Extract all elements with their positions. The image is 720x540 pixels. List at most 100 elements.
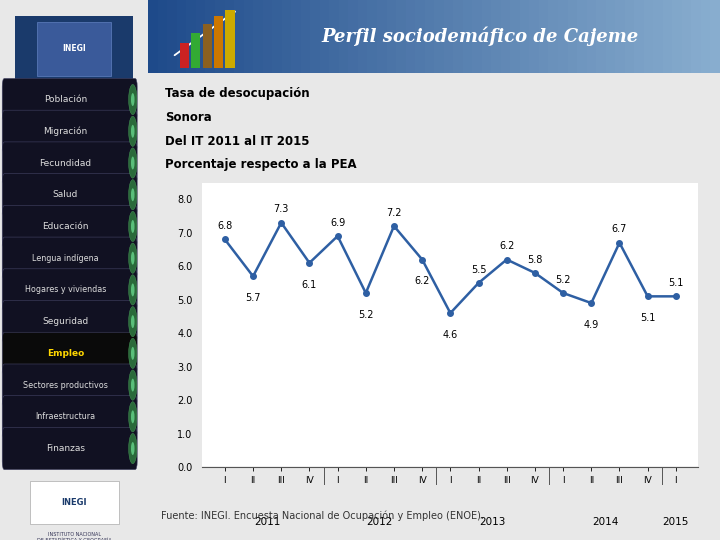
- Text: Tasa de desocupación: Tasa de desocupación: [165, 87, 310, 100]
- Circle shape: [129, 180, 137, 210]
- Circle shape: [131, 157, 135, 170]
- Bar: [37, 22, 111, 76]
- Bar: [463, 0, 472, 73]
- Text: 5.5: 5.5: [471, 265, 486, 275]
- Circle shape: [129, 307, 137, 337]
- Bar: [367, 0, 377, 73]
- Bar: [30, 481, 119, 524]
- FancyBboxPatch shape: [2, 332, 138, 374]
- Text: 7.2: 7.2: [386, 208, 402, 218]
- Bar: [186, 0, 196, 73]
- Circle shape: [131, 315, 135, 328]
- Text: Del IT 2011 al IT 2015: Del IT 2011 al IT 2015: [165, 134, 310, 147]
- Text: INEGI: INEGI: [63, 44, 86, 53]
- Circle shape: [129, 434, 137, 464]
- Bar: [444, 0, 453, 73]
- Text: Seguridad: Seguridad: [42, 317, 89, 326]
- Text: INEGI: INEGI: [61, 498, 87, 507]
- Bar: [387, 0, 396, 73]
- Bar: [577, 0, 587, 73]
- Bar: [377, 0, 387, 73]
- Circle shape: [129, 116, 137, 146]
- Text: 6.8: 6.8: [217, 221, 233, 231]
- Bar: [215, 0, 225, 73]
- Text: Lengua indígena: Lengua indígena: [32, 254, 99, 262]
- Circle shape: [131, 410, 135, 423]
- Bar: [320, 0, 329, 73]
- Bar: [482, 0, 491, 73]
- Circle shape: [131, 284, 135, 296]
- Bar: [225, 0, 234, 73]
- Text: 6.9: 6.9: [330, 218, 345, 228]
- Bar: [501, 0, 510, 73]
- Text: Finanzas: Finanzas: [46, 444, 85, 453]
- Circle shape: [131, 125, 135, 138]
- Text: INSTITUTO NACIONAL
DE ESTADÍSTICA Y GEOGRAFÍA: INSTITUTO NACIONAL DE ESTADÍSTICA Y GEOG…: [37, 532, 112, 540]
- Bar: [177, 0, 186, 73]
- Bar: [587, 0, 596, 73]
- Text: 6.2: 6.2: [499, 241, 514, 251]
- Circle shape: [131, 188, 135, 201]
- FancyBboxPatch shape: [2, 142, 138, 184]
- Text: Sectores productivos: Sectores productivos: [23, 381, 108, 389]
- Bar: [202, 24, 212, 68]
- FancyBboxPatch shape: [2, 269, 138, 311]
- Bar: [653, 0, 663, 73]
- Bar: [148, 0, 158, 73]
- Bar: [205, 0, 215, 73]
- Text: 5.1: 5.1: [640, 313, 655, 323]
- Bar: [167, 0, 177, 73]
- Bar: [644, 0, 653, 73]
- Text: 4.9: 4.9: [584, 320, 599, 330]
- Circle shape: [131, 347, 135, 360]
- Text: 7.3: 7.3: [274, 204, 289, 214]
- Circle shape: [129, 84, 137, 114]
- Text: Población: Población: [44, 95, 87, 104]
- Bar: [510, 0, 520, 73]
- Bar: [225, 10, 235, 68]
- Text: Perfil sociodemáfico de Cajeme: Perfil sociodemáfico de Cajeme: [321, 26, 639, 46]
- Text: 2011: 2011: [254, 517, 280, 528]
- Text: Fuente: INEGI. Encuesta Nacional de Ocupación y Empleo (ENOE).: Fuente: INEGI. Encuesta Nacional de Ocup…: [161, 510, 484, 521]
- Circle shape: [131, 93, 135, 106]
- Bar: [634, 0, 644, 73]
- Bar: [434, 0, 444, 73]
- Bar: [711, 0, 720, 73]
- Text: 5.2: 5.2: [555, 275, 571, 285]
- Bar: [234, 0, 243, 73]
- Text: Fecundidad: Fecundidad: [39, 159, 91, 167]
- FancyBboxPatch shape: [2, 396, 138, 438]
- Circle shape: [129, 402, 137, 432]
- Text: Salud: Salud: [53, 190, 78, 199]
- FancyBboxPatch shape: [2, 237, 138, 279]
- Bar: [615, 0, 625, 73]
- Bar: [301, 0, 310, 73]
- Text: 6.2: 6.2: [415, 276, 430, 286]
- Text: Sonora: Sonora: [165, 111, 212, 124]
- Text: 6.1: 6.1: [302, 280, 317, 289]
- Bar: [663, 0, 672, 73]
- FancyBboxPatch shape: [2, 205, 138, 247]
- Bar: [272, 0, 282, 73]
- FancyBboxPatch shape: [2, 110, 138, 152]
- Bar: [558, 0, 567, 73]
- Text: 2015: 2015: [662, 517, 689, 528]
- Bar: [425, 0, 434, 73]
- Bar: [192, 32, 200, 68]
- Bar: [180, 43, 189, 68]
- Circle shape: [129, 243, 137, 273]
- FancyBboxPatch shape: [2, 174, 138, 216]
- Circle shape: [129, 275, 137, 305]
- Bar: [282, 0, 291, 73]
- Bar: [453, 0, 463, 73]
- Bar: [339, 0, 348, 73]
- Circle shape: [129, 338, 137, 368]
- Bar: [214, 17, 223, 68]
- Bar: [196, 0, 205, 73]
- Text: 2013: 2013: [480, 517, 506, 528]
- Bar: [491, 0, 501, 73]
- Bar: [691, 0, 701, 73]
- Bar: [529, 0, 539, 73]
- Bar: [263, 0, 272, 73]
- Text: 5.2: 5.2: [358, 309, 374, 320]
